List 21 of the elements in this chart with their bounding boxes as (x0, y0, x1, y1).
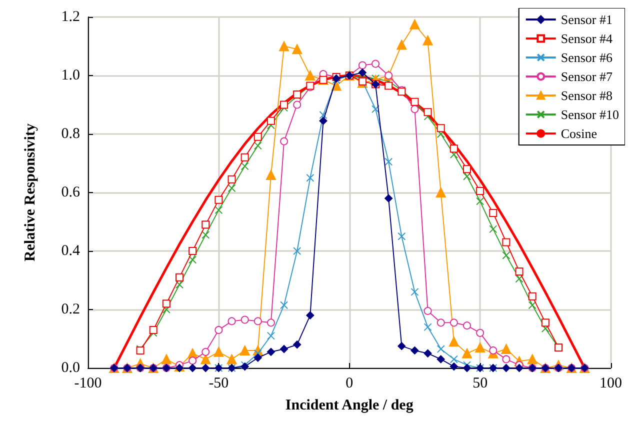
legend-label: Sensor #1 (560, 12, 612, 27)
x-tick-label: 50 (472, 376, 488, 392)
y-tick-label: 1.0 (61, 68, 80, 84)
y-tick-label: 0.6 (61, 184, 80, 200)
y-tick-label: 0.8 (61, 126, 80, 142)
legend-label: Sensor #8 (560, 88, 612, 103)
y-axis-title: Relative Responsivity (22, 123, 38, 262)
x-tick-label: -100 (74, 376, 102, 392)
x-tick-label: 0 (346, 376, 354, 392)
legend-label: Sensor #10 (560, 107, 619, 122)
x-tick-label: 100 (600, 376, 622, 392)
y-tick-label: 0.2 (61, 302, 80, 318)
legend-label: Cosine (560, 126, 598, 141)
legend-label: Sensor #7 (560, 69, 613, 84)
legend-label: Sensor #6 (560, 50, 613, 65)
y-tick-label: 0.4 (61, 243, 80, 259)
y-tick-label: 1.2 (61, 9, 80, 25)
x-axis-title: Incident Angle / deg (285, 398, 414, 414)
y-tick-label: 0.0 (61, 360, 80, 376)
legend-label: Sensor #4 (560, 31, 613, 46)
x-tick-label: -50 (208, 376, 229, 392)
